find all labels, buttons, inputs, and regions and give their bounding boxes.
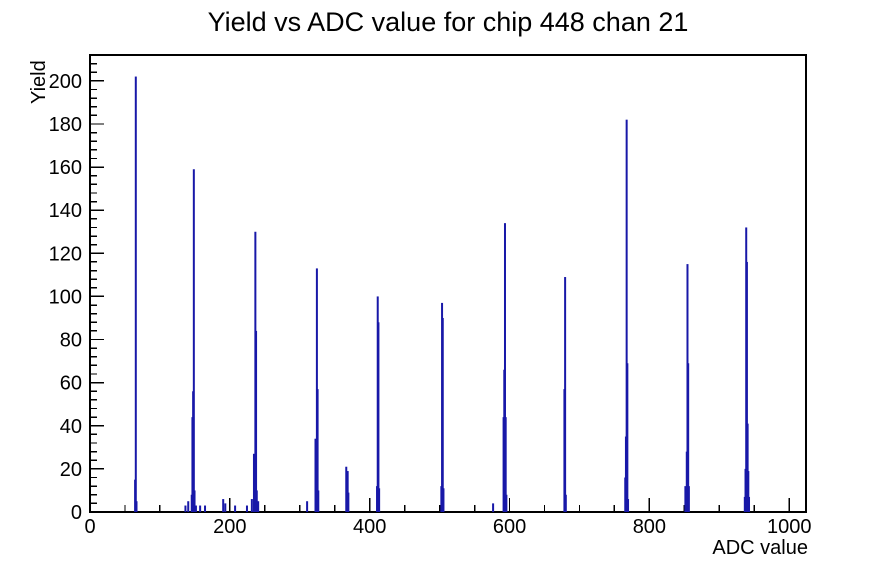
histogram-bar xyxy=(317,490,320,512)
histogram-bar xyxy=(224,503,227,512)
histogram-bar xyxy=(314,438,317,512)
y-tick-label: 180 xyxy=(49,114,82,136)
histogram-bar xyxy=(234,505,237,512)
x-tick-label: 200 xyxy=(213,516,246,538)
histogram-bar xyxy=(184,505,187,512)
y-tick-label: 100 xyxy=(49,286,82,308)
histogram-bar xyxy=(687,363,690,512)
histogram-bar xyxy=(625,119,628,513)
histogram-bar xyxy=(503,223,506,512)
x-tick-label: 400 xyxy=(353,516,386,538)
histogram-bar xyxy=(747,471,750,512)
y-axis-title: Yield xyxy=(28,60,50,104)
histogram-bar xyxy=(504,417,507,512)
histogram-bar xyxy=(746,423,749,512)
histogram-bar xyxy=(564,494,567,512)
histogram-bar xyxy=(192,169,195,512)
histogram-bar xyxy=(346,471,349,512)
histogram-bar xyxy=(316,389,319,512)
y-tick-label: 120 xyxy=(49,243,82,265)
histogram-bar xyxy=(204,505,207,512)
histogram-bar xyxy=(377,322,380,512)
histogram-bar xyxy=(347,492,350,512)
histogram-bar xyxy=(255,330,258,512)
histogram-bar xyxy=(193,490,196,512)
x-tick-label: 600 xyxy=(493,516,526,538)
histogram-bar xyxy=(442,488,445,512)
x-axis-title: ADC value xyxy=(712,537,808,559)
histogram-bar xyxy=(255,490,258,512)
y-tick-label: 80 xyxy=(60,330,82,352)
y-tick-label: 140 xyxy=(49,200,82,222)
y-tick-label: 200 xyxy=(49,71,82,93)
histogram-bar xyxy=(626,363,629,512)
x-tick-label: 0 xyxy=(84,516,95,538)
y-tick-label: 0 xyxy=(71,502,82,524)
histogram-bar xyxy=(222,499,225,512)
histogram-bar xyxy=(250,499,253,512)
histogram-bar xyxy=(745,261,748,512)
plot-frame xyxy=(89,54,807,513)
histogram-bar xyxy=(252,453,255,512)
histogram-bar xyxy=(564,277,567,512)
chart-title: Yield vs ADC value for chip 448 chan 21 xyxy=(207,7,689,37)
histogram-bar xyxy=(134,76,137,512)
x-tick-label: 800 xyxy=(633,516,666,538)
histogram-bar xyxy=(135,501,138,512)
histogram-bar xyxy=(492,503,495,512)
y-tick-label: 160 xyxy=(49,157,82,179)
histogram-bar xyxy=(257,501,260,512)
histogram-bar xyxy=(378,488,381,512)
histogram-bar xyxy=(187,501,190,512)
y-tick-label: 40 xyxy=(60,416,82,438)
histogram-bar xyxy=(245,505,248,512)
histogram-bar xyxy=(748,496,751,512)
y-tick-label: 60 xyxy=(60,373,82,395)
histogram-bar xyxy=(627,499,630,512)
histogram-bar xyxy=(687,486,690,512)
histogram-bar xyxy=(441,317,444,512)
x-tick-label: 1000 xyxy=(767,516,812,538)
histogram-bar xyxy=(199,505,202,512)
histogram-bar xyxy=(505,494,508,512)
histogram-bar xyxy=(194,505,197,512)
y-tick-label: 20 xyxy=(60,459,82,481)
histogram-bar xyxy=(684,486,687,512)
histogram-bar xyxy=(345,466,348,512)
histogram-bar xyxy=(306,501,309,512)
